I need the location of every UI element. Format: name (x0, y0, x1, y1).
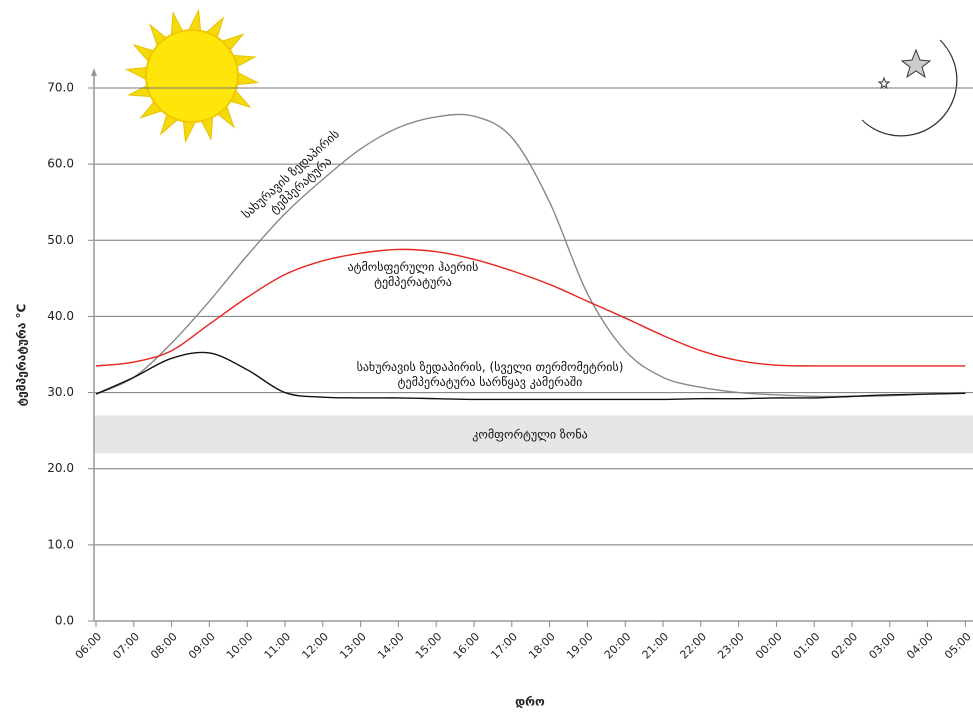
x-tick-label: 18:00 (526, 630, 558, 662)
x-tick-label: 16:00 (451, 630, 483, 662)
y-tick-label: 10.0 (47, 537, 74, 551)
x-tick-label: 21:00 (640, 630, 672, 662)
y-tick-label: 60.0 (47, 157, 74, 171)
x-tick-label: 05:00 (942, 630, 973, 662)
x-tick-label: 07:00 (110, 630, 142, 662)
x-tick-label: 04:00 (904, 630, 936, 662)
y-tick-label: 20.0 (47, 461, 74, 475)
series-label: სახურავის ზედაპირის, (სველი თერმომეტრის)… (356, 360, 624, 389)
x-tick-label: 09:00 (186, 630, 218, 662)
series-line (95, 248, 966, 367)
x-tick-label: 08:00 (148, 630, 180, 662)
x-tick-label: 03:00 (866, 630, 898, 662)
series-line (95, 351, 966, 401)
x-tick-label: 10:00 (224, 630, 256, 662)
x-tick-label: 22:00 (677, 630, 709, 662)
y-tick-label: 40.0 (47, 309, 74, 323)
x-tick-label: 23:00 (715, 630, 747, 662)
y-tick-label: 50.0 (47, 233, 74, 247)
y-tick-label: 70.0 (47, 81, 74, 95)
series-line (95, 113, 966, 398)
y-tick-label: 0.0 (55, 614, 74, 628)
x-tick-label: 14:00 (375, 630, 407, 662)
x-tick-label: 19:00 (564, 630, 596, 662)
x-tick-label: 15:00 (413, 630, 445, 662)
x-axis-label: დრო (515, 695, 545, 709)
x-tick-label: 12:00 (299, 630, 331, 662)
moon-icon (861, 39, 958, 137)
y-axis-arrow (91, 68, 97, 76)
comfort-zone-label: კომფორტული ზონა (472, 427, 588, 442)
x-tick-label: 06:00 (73, 630, 105, 662)
x-tick-label: 11:00 (262, 630, 294, 662)
x-tick-label: 13:00 (337, 630, 369, 662)
x-tick-label: 00:00 (753, 630, 785, 662)
series-label: ატმოსფერული ჰაერის ტემპერატურა (347, 260, 479, 289)
comfort-zone (94, 415, 973, 454)
y-tick-label: 30.0 (47, 385, 74, 399)
sun-icon (124, 8, 260, 144)
x-tick-label: 01:00 (791, 630, 823, 662)
y-axis-label: ტემპერატურა °C (15, 303, 29, 406)
x-tick-label: 20:00 (602, 630, 634, 662)
x-tick-label: 17:00 (488, 630, 520, 662)
x-tick-label: 02:00 (829, 630, 861, 662)
